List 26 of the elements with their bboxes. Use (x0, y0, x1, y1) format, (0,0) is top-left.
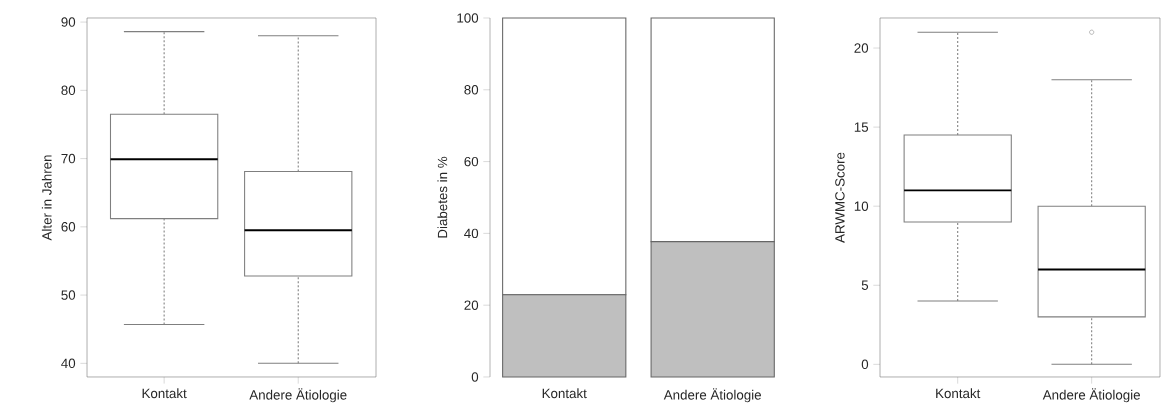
y-tick-label: 100 (457, 13, 479, 23)
y-tick-label: 40 (464, 228, 479, 239)
y-tick-label: 0 (471, 372, 479, 382)
x-tick-label: Kontakt (542, 388, 587, 399)
y-tick-label: 5 (861, 280, 869, 290)
y-tick-label: 60 (61, 222, 76, 232)
x-tick-label: Kontakt (142, 388, 187, 399)
y-tick-label: 70 (61, 153, 76, 164)
y-axis-title: ARWMC-Score (835, 152, 845, 243)
x-tick-label: Kontakt (936, 388, 981, 399)
y-axis-title: Alter in Jahren (41, 155, 52, 241)
y-tick-label: 20 (854, 43, 869, 53)
y-tick-label: 10 (854, 201, 869, 211)
y-tick-label: 40 (61, 358, 76, 369)
y-tick-label: 80 (464, 85, 479, 95)
y-tick-label: 0 (861, 359, 869, 370)
x-tick-label: Andere Ätiologie (249, 388, 347, 403)
y-axis-title: Diabetes in % (437, 156, 448, 238)
x-tick-label: Andere Ätiologie (1042, 388, 1140, 403)
y-tick-label: 15 (854, 122, 869, 132)
y-tick-label: 60 (464, 156, 479, 167)
y-tick-label: 90 (61, 17, 76, 27)
x-tick-label: Andere Ätiologie (663, 388, 761, 403)
y-tick-label: 80 (61, 85, 76, 96)
y-tick-label: 50 (61, 290, 76, 300)
y-tick-label: 20 (464, 300, 479, 310)
